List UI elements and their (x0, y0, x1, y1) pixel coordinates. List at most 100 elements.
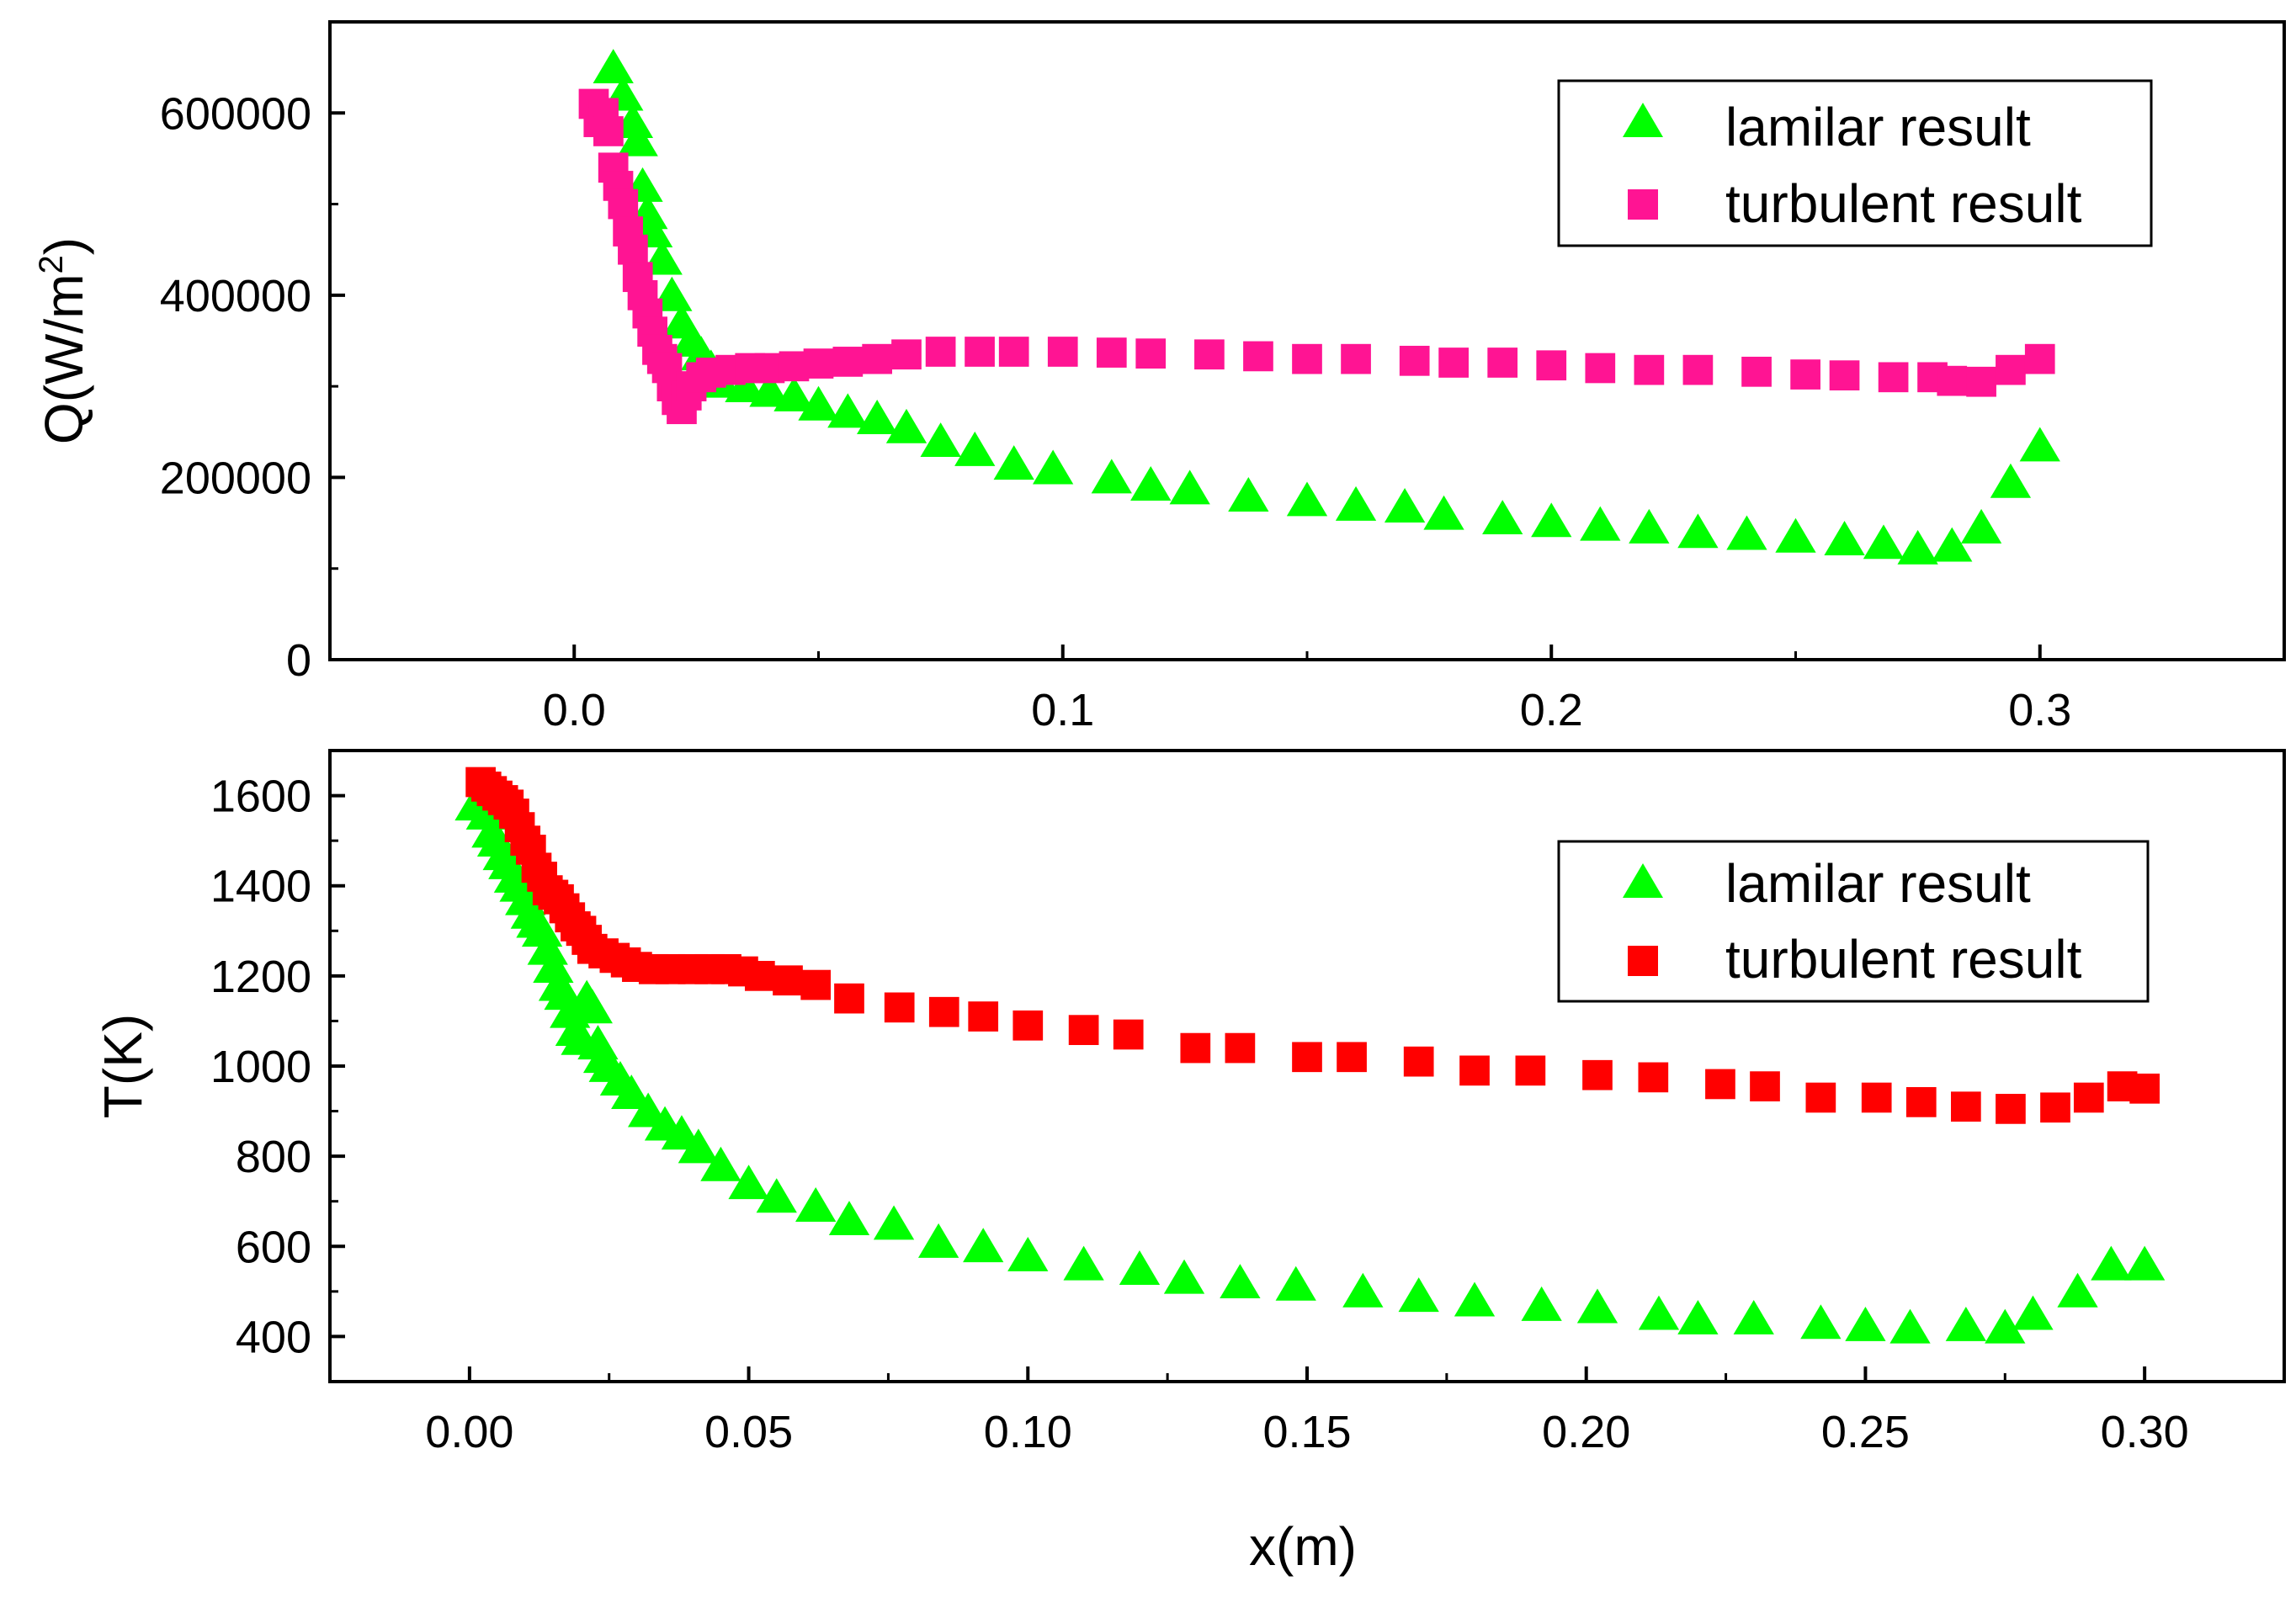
bottom-laminar-point (1398, 1277, 1439, 1313)
bottom-turbulent-point (1996, 1094, 2026, 1124)
bottom-turbulent-point (1403, 1046, 1434, 1077)
bottom-laminar-point (1800, 1304, 1842, 1340)
top-laminar-point (1932, 527, 1973, 562)
top-laminar-point (1990, 463, 2032, 498)
top-turbulent-point (1682, 354, 1714, 385)
top-turbulent-point (1634, 354, 1665, 385)
bottom-laminar-point (700, 1146, 741, 1181)
bottom-turbulent-point (1805, 1082, 1836, 1113)
top-turbulent-point (1790, 359, 1820, 390)
top-turbulent-point (608, 188, 639, 220)
top-turbulent-point (1937, 365, 1968, 396)
top-laminar-point (1824, 521, 1865, 555)
top-turbulent-point (891, 339, 922, 370)
bottom-turbulent-point (1292, 1042, 1322, 1073)
bottom-turbulent-point (773, 965, 803, 996)
bottom-laminar-point (756, 1178, 797, 1213)
bottom-turbulent-point (1459, 1055, 1490, 1086)
bottom-laminar-point (1733, 1299, 1774, 1334)
top-laminar-point (2019, 427, 2060, 462)
top-laminar-point (1482, 500, 1523, 535)
top-laminar-point (1423, 495, 1464, 530)
top-laminar-point (1335, 485, 1377, 521)
bottom-turbulent-point (1068, 1015, 1099, 1045)
bottom-y-tick-label: 800 (236, 1132, 311, 1182)
top-laminar-point (1726, 515, 1767, 550)
bottom-legend-laminar-label: lamilar result (1725, 853, 2031, 914)
bottom-x-tick-label: 0.05 (704, 1407, 793, 1457)
top-legend-laminar-label: lamilar result (1725, 97, 2031, 157)
top-y-axis-title: Q(W/m2) (33, 237, 94, 444)
top-y-tick-label: 200000 (160, 453, 311, 503)
bottom-laminar-point (917, 1223, 959, 1258)
top-turbulent-point (1487, 348, 1518, 378)
top-laminar-point (798, 385, 839, 421)
bottom-x-tick-label: 0.15 (1262, 1407, 1351, 1457)
top-turbulent-point (1096, 337, 1127, 368)
bottom-laminar-point (1342, 1272, 1384, 1308)
top-turbulent-point (965, 337, 995, 367)
bottom-laminar-point (1985, 1308, 2026, 1344)
bottom-laminar-point (2012, 1295, 2054, 1330)
top-turbulent-point (1878, 362, 1909, 393)
top-laminar-point (1960, 508, 2002, 544)
top-turbulent-point (1438, 348, 1469, 378)
top-laminar-point (1677, 513, 1719, 549)
top-turbulent-point (1399, 345, 1430, 376)
top-turbulent-point (925, 337, 956, 367)
bottom-turbulent-point (1905, 1087, 1937, 1117)
bottom-laminar-point (1845, 1306, 1886, 1341)
bottom-laminar-point (2123, 1245, 2166, 1281)
top-y-tick-label: 400000 (160, 271, 311, 321)
bottom-turbulent-point (2129, 1073, 2160, 1104)
top-laminar-point (1775, 517, 1816, 553)
top-turbulent-point (1996, 354, 2026, 385)
top-laminar-point (1169, 470, 1210, 505)
bottom-turbulent-point (1582, 1059, 1613, 1090)
top-laminar-point (725, 368, 766, 403)
bottom-turbulent-point (2040, 1092, 2070, 1123)
top-laminar-point (617, 121, 658, 157)
bottom-turbulent-point (1012, 1010, 1044, 1041)
top-laminar-point (1228, 477, 1269, 512)
top-laminar-point (857, 399, 898, 434)
bottom-laminar-point (1063, 1245, 1104, 1281)
top-legend-turbulent-label: turbulent result (1725, 173, 2082, 234)
top-laminar-point (1897, 529, 1938, 565)
bottom-turbulent-point (1180, 1032, 1211, 1064)
top-laminar-point (1384, 488, 1426, 523)
top-x-tick-label: 0.2 (1520, 685, 1583, 735)
top-turbulent-point (1135, 338, 1167, 369)
bottom-chart-marks (454, 767, 2166, 1344)
bottom-turbulent-point (800, 969, 832, 1000)
bottom-laminar-point (1889, 1308, 1931, 1344)
bottom-laminar-point (1454, 1281, 1496, 1317)
bottom-laminar-point (1275, 1265, 1316, 1301)
bottom-laminar-point (2091, 1245, 2132, 1281)
top-laminar-point (1580, 506, 1621, 541)
bottom-laminar-point (1163, 1259, 1205, 1294)
top-turbulent-point (1536, 350, 1567, 381)
bottom-x-tick-label: 0.00 (425, 1407, 513, 1457)
bottom-laminar-point (1638, 1295, 1680, 1330)
top-y-tick-label: 600000 (160, 88, 311, 139)
top-x-tick-label: 0.1 (1031, 685, 1094, 735)
bottom-legend: lamilar result turbulent result (1557, 840, 2150, 1003)
bottom-y-tick-label: 1400 (210, 862, 311, 912)
bottom-legend-turbulent-label: turbulent result (1725, 929, 2082, 990)
bottom-turbulent-point (1950, 1091, 1981, 1122)
top-laminar-point (827, 393, 869, 428)
bottom-turbulent-point (928, 996, 959, 1027)
bottom-laminar-point (571, 989, 613, 1024)
top-x-tick-label: 0.0 (543, 685, 606, 735)
bottom-turbulent-point (1750, 1071, 1780, 1101)
top-turbulent-point (2024, 343, 2055, 374)
bottom-y-tick-label: 400 (236, 1312, 311, 1362)
bottom-laminar-point (1007, 1236, 1049, 1271)
top-turbulent-point (1829, 360, 1860, 390)
top-y-axis-title-superscript: 2 (33, 255, 70, 273)
bottom-axis-ticks: 400 600 800 1000 1200 1400 1600 0.00 0.05 0.10 0.1… (210, 772, 2286, 1457)
bottom-laminar-point (1220, 1264, 1261, 1299)
